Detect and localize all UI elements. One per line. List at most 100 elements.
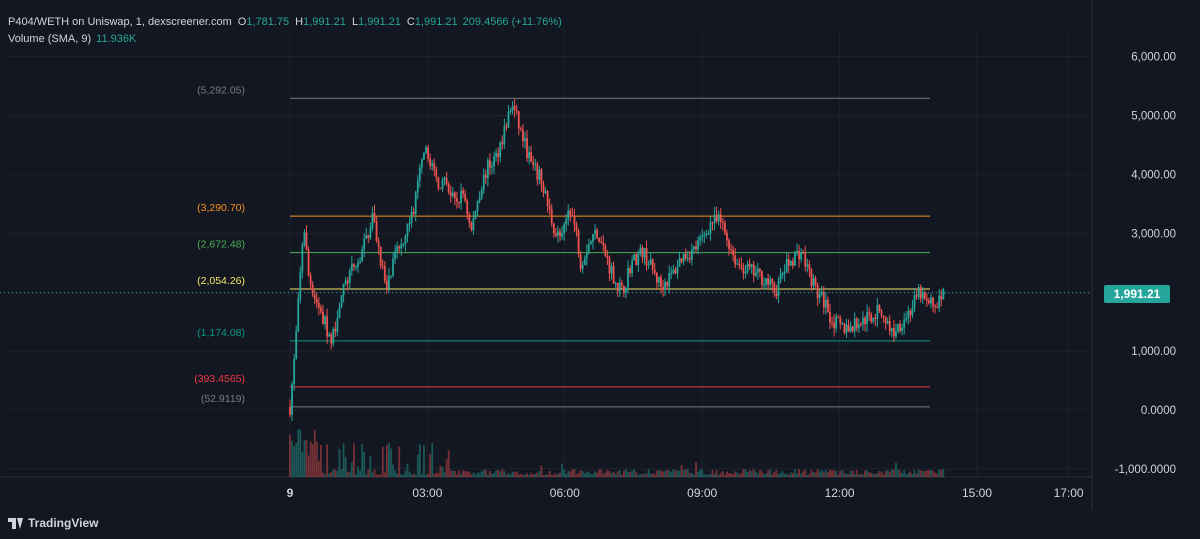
volume-bar	[750, 471, 753, 477]
volume-bar	[406, 463, 409, 477]
candle-body	[791, 260, 794, 266]
volume-bar	[293, 445, 296, 477]
candle-body	[342, 283, 345, 296]
footer-bar: TradingView	[0, 510, 1200, 539]
candle-body	[868, 312, 871, 315]
brand-name: TradingView	[28, 516, 99, 530]
candle-body	[482, 174, 485, 190]
volume-bar	[594, 471, 596, 477]
volume-bar	[752, 469, 755, 477]
candle-body	[781, 273, 784, 275]
volume-bar	[678, 470, 681, 477]
candle-body	[639, 247, 642, 254]
volume-bar	[806, 474, 809, 477]
candle-body	[524, 138, 526, 142]
volume-bar	[464, 470, 467, 477]
candle-body	[563, 224, 566, 233]
candle-body	[478, 198, 481, 202]
candle-body	[594, 229, 596, 235]
candle-body	[330, 334, 333, 344]
candle-body	[507, 111, 510, 128]
volume-bar	[919, 469, 922, 477]
candle-body	[723, 222, 726, 233]
volume-bar	[530, 473, 533, 477]
candle-body	[622, 285, 625, 293]
volume-bar	[697, 471, 699, 477]
candle-body	[925, 298, 928, 301]
volume-bar	[320, 445, 322, 477]
candle-body	[303, 232, 306, 245]
candle-body	[610, 265, 613, 274]
volume-bar	[618, 469, 621, 477]
candle-body	[410, 211, 413, 223]
volume-bar	[503, 471, 506, 477]
volume-bar	[769, 469, 772, 477]
candle-body	[882, 315, 885, 317]
volume-bar	[315, 441, 318, 477]
candle-body	[526, 138, 528, 158]
volume-bar	[934, 472, 936, 477]
volume-bar	[480, 471, 483, 477]
ohlc-row: P404/WETH on Uniswap, 1, dexscreener.com…	[8, 14, 562, 31]
candle-body	[528, 152, 530, 158]
candle-body	[385, 280, 388, 289]
candle-body	[909, 310, 912, 316]
candle-body	[445, 177, 448, 185]
volume-bar	[458, 470, 460, 477]
candle-body	[672, 269, 675, 273]
candle-body	[901, 327, 904, 332]
candle-body	[767, 278, 770, 285]
volume-label[interactable]: Volume (SMA, 9)	[8, 33, 92, 45]
candle-body	[913, 295, 916, 308]
volume-bar	[699, 469, 702, 477]
fib-level-label: (2,672.48)	[197, 239, 245, 251]
volume-bar	[466, 471, 469, 477]
volume-bar	[713, 473, 716, 477]
symbol-title[interactable]: P404/WETH on Uniswap, 1, dexscreener.com	[8, 16, 232, 28]
volume-bar	[622, 470, 625, 477]
volume-bar	[394, 470, 397, 477]
volume-bar	[291, 440, 293, 477]
volume-bar	[577, 473, 580, 477]
volume-bar	[719, 472, 722, 477]
time-axis-tick-label: 09:00	[687, 486, 717, 500]
candle-body	[870, 314, 873, 322]
candle-body	[565, 219, 568, 225]
candle-body	[404, 235, 407, 244]
volume-bar	[942, 469, 945, 477]
tradingview-logo[interactable]: TradingView	[8, 516, 98, 530]
candle-body	[707, 233, 710, 235]
candle-body	[789, 260, 792, 266]
volume-bar	[839, 470, 842, 477]
candle-body	[398, 246, 401, 249]
candle-body	[293, 359, 296, 385]
candle-body	[332, 328, 335, 344]
volume-bar	[812, 472, 815, 477]
candle-body	[763, 284, 765, 286]
candle-body	[322, 311, 324, 325]
volume-bar	[334, 469, 337, 477]
candle-body	[684, 253, 687, 259]
high-label: H	[295, 16, 304, 28]
volume-bar	[761, 471, 763, 477]
volume-bar	[857, 474, 860, 477]
volume-bar	[596, 472, 598, 477]
candle-body	[517, 111, 520, 129]
volume-bar	[703, 474, 706, 477]
volume-bar	[569, 471, 572, 477]
candle-body	[472, 218, 475, 230]
candle-body	[501, 142, 504, 145]
volume-bar	[540, 465, 543, 477]
candle-body	[548, 205, 551, 210]
volume-bar	[505, 474, 508, 477]
candle-body	[637, 253, 640, 266]
volume-bar	[592, 474, 594, 477]
candle-body	[307, 249, 310, 276]
volume-bar	[730, 473, 732, 477]
volume-bar	[412, 473, 415, 477]
candle-body	[888, 321, 891, 332]
candle-body	[855, 318, 858, 329]
volume-bar	[423, 445, 425, 477]
